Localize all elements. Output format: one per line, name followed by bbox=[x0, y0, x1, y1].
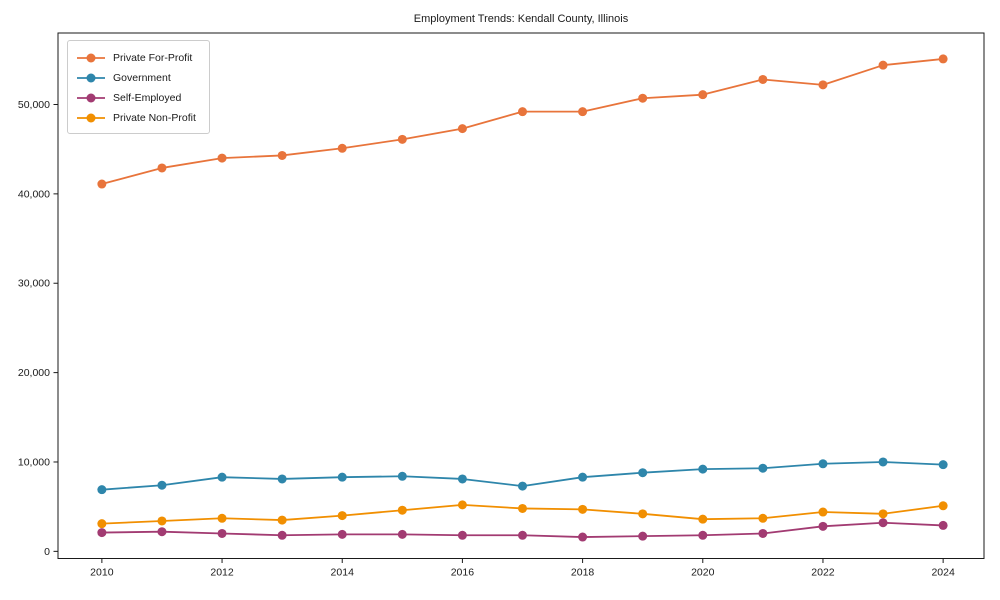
data-point-marker bbox=[157, 516, 167, 526]
data-point-marker bbox=[638, 468, 648, 478]
data-point-marker bbox=[938, 460, 948, 470]
data-point-marker bbox=[397, 505, 407, 515]
chart-title: Employment Trends: Kendall County, Illin… bbox=[414, 13, 629, 25]
data-point-marker bbox=[97, 528, 107, 538]
data-point-marker bbox=[878, 518, 888, 528]
data-point-marker bbox=[397, 471, 407, 481]
x-tick-label: 2016 bbox=[451, 567, 475, 579]
data-point-marker bbox=[457, 474, 467, 484]
data-point-marker bbox=[217, 528, 227, 538]
data-point-marker bbox=[337, 472, 347, 482]
data-point-marker bbox=[878, 60, 888, 70]
x-tick-label: 2022 bbox=[811, 567, 835, 579]
data-point-marker bbox=[758, 463, 768, 473]
data-point-marker bbox=[578, 472, 588, 482]
data-point-marker bbox=[457, 530, 467, 540]
data-point-marker bbox=[578, 107, 588, 117]
legend-swatch-icon bbox=[77, 113, 105, 122]
data-point-marker bbox=[97, 519, 107, 529]
data-point-marker bbox=[578, 504, 588, 514]
data-point-marker bbox=[638, 509, 648, 519]
data-point-marker bbox=[758, 528, 768, 538]
data-point-marker bbox=[397, 529, 407, 539]
data-point-marker bbox=[518, 530, 528, 540]
y-tick-label: 0 bbox=[44, 546, 50, 558]
data-point-marker bbox=[457, 500, 467, 510]
data-point-marker bbox=[638, 93, 648, 103]
data-point-marker bbox=[818, 521, 828, 531]
data-point-marker bbox=[578, 532, 588, 542]
x-tick-label: 2012 bbox=[210, 567, 234, 579]
legend-marker-icon bbox=[86, 113, 96, 122]
data-point-marker bbox=[157, 480, 167, 490]
data-point-marker bbox=[818, 507, 828, 517]
data-point-marker bbox=[758, 74, 768, 84]
legend-swatch-icon bbox=[77, 93, 105, 102]
legend-item: Government bbox=[76, 68, 201, 87]
data-point-marker bbox=[938, 54, 948, 64]
data-point-marker bbox=[337, 529, 347, 539]
y-tick-label: 50,000 bbox=[18, 99, 50, 111]
legend-item: Private For-Profit bbox=[76, 48, 201, 67]
legend-marker-icon bbox=[86, 73, 96, 82]
data-point-marker bbox=[818, 80, 828, 90]
data-point-marker bbox=[157, 527, 167, 537]
data-point-marker bbox=[758, 513, 768, 523]
data-point-marker bbox=[337, 143, 347, 153]
data-point-marker bbox=[698, 514, 708, 524]
data-point-marker bbox=[818, 459, 828, 469]
legend-label: Private For-Profit bbox=[113, 51, 193, 64]
data-point-marker bbox=[457, 124, 467, 134]
data-point-marker bbox=[938, 501, 948, 511]
series-layer bbox=[97, 54, 948, 542]
x-tick-label: 2018 bbox=[571, 567, 595, 579]
legend-swatch-icon bbox=[77, 53, 105, 62]
data-point-marker bbox=[337, 511, 347, 521]
data-point-marker bbox=[638, 531, 648, 541]
data-point-marker bbox=[878, 509, 888, 519]
legend-label: Self-Employed bbox=[113, 91, 182, 104]
axes-layer: 2010 2012 2014 2016 2018 2020 2022 2024 0 10,000 2… bbox=[18, 32, 985, 579]
y-tick-label: 10,000 bbox=[18, 456, 50, 468]
data-point-marker bbox=[217, 153, 227, 163]
data-point-marker bbox=[518, 481, 528, 491]
data-point-marker bbox=[97, 179, 107, 189]
legend-marker-icon bbox=[86, 53, 96, 62]
x-tick-label: 2010 bbox=[90, 567, 114, 579]
data-point-marker bbox=[277, 530, 287, 540]
y-tick-label: 40,000 bbox=[18, 188, 50, 200]
data-point-marker bbox=[938, 520, 948, 530]
data-point-marker bbox=[698, 530, 708, 540]
legend-item: Self-Employed bbox=[76, 88, 201, 107]
legend-swatch-icon bbox=[77, 73, 105, 82]
series-line bbox=[100, 58, 945, 185]
data-point-marker bbox=[277, 515, 287, 525]
data-point-marker bbox=[277, 474, 287, 484]
plot-spines bbox=[57, 32, 985, 559]
legend-label: Government bbox=[113, 71, 171, 84]
data-point-marker bbox=[518, 107, 528, 117]
x-tick-label: 2024 bbox=[931, 567, 955, 579]
data-point-marker bbox=[878, 457, 888, 467]
data-point-marker bbox=[97, 485, 107, 495]
y-tick-label: 30,000 bbox=[18, 278, 50, 290]
x-tick-label: 2020 bbox=[691, 567, 715, 579]
data-point-marker bbox=[217, 513, 227, 523]
data-point-marker bbox=[698, 464, 708, 474]
y-tick-label: 20,000 bbox=[18, 367, 50, 379]
data-point-marker bbox=[518, 503, 528, 513]
legend-marker-icon bbox=[86, 93, 96, 102]
data-point-marker bbox=[217, 472, 227, 482]
x-tick-label: 2014 bbox=[331, 567, 355, 579]
data-point-marker bbox=[397, 134, 407, 144]
data-point-marker bbox=[157, 163, 167, 173]
data-point-marker bbox=[698, 90, 708, 100]
data-point-marker bbox=[277, 150, 287, 160]
legend-item: Private Non-Profit bbox=[76, 108, 201, 127]
chart-legend: Private For-Profit Government Self-Employe… bbox=[67, 40, 210, 134]
legend-label: Private Non-Profit bbox=[113, 111, 196, 124]
